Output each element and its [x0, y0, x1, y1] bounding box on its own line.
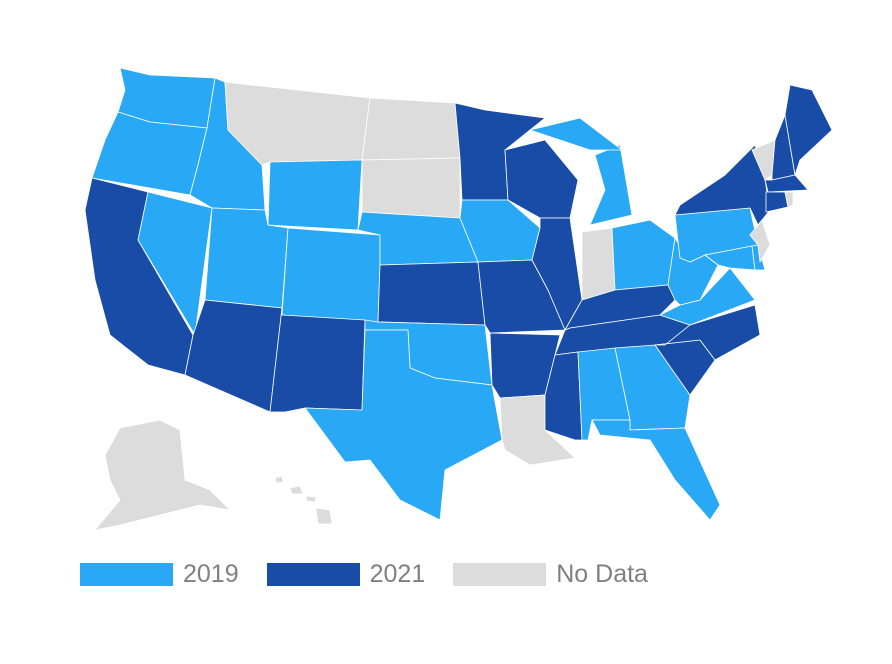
state-shape[interactable]: [361, 97, 461, 161]
legend-label: No Data: [556, 560, 648, 588]
state-shape[interactable]: [184, 299, 283, 413]
state-new-mexico[interactable]: New Mexico: [269, 307, 366, 413]
state-shape[interactable]: [654, 304, 761, 361]
state-shape[interactable]: [315, 507, 333, 525]
state-shape[interactable]: [589, 144, 633, 226]
state-shape[interactable]: [361, 157, 461, 219]
legend-swatch-no-data: [453, 563, 547, 586]
state-ohio[interactable]: Ohio: [611, 219, 676, 291]
legend-item-2021[interactable]: 2021: [266, 560, 426, 589]
state-florida[interactable]: Florida: [591, 419, 721, 521]
state-illinois[interactable]: Illinois: [531, 217, 583, 331]
state-massachusetts[interactable]: Massachusetts: [764, 174, 809, 193]
state-shape[interactable]: [764, 174, 809, 193]
state-rhode-island[interactable]: Rhode Island: [784, 191, 794, 208]
state-hawaii[interactable]: Hawaii: [274, 475, 333, 525]
legend: 2019 2021 No Data: [80, 560, 676, 589]
state-shape[interactable]: [304, 329, 503, 521]
legend-item-no-data[interactable]: No Data: [453, 560, 648, 589]
state-north-dakota[interactable]: North Dakota: [361, 97, 461, 161]
legend-label: 2019: [183, 560, 239, 588]
state-shape[interactable]: [289, 485, 304, 495]
state-new-jersey[interactable]: New Jersey: [749, 219, 771, 263]
state-alaska[interactable]: Alaska: [94, 419, 231, 531]
state-shape[interactable]: [267, 159, 363, 231]
state-shape[interactable]: [305, 495, 317, 503]
legend-swatch-2021: [266, 563, 360, 586]
state-shape[interactable]: [94, 419, 231, 531]
state-shape[interactable]: [611, 219, 676, 291]
state-kansas[interactable]: Kansas: [377, 261, 486, 326]
state-shape[interactable]: [531, 217, 583, 331]
state-wisconsin[interactable]: Wisconsin: [504, 139, 579, 219]
state-shape[interactable]: [749, 219, 771, 263]
legend-item-2019[interactable]: 2019: [80, 560, 239, 589]
state-shape[interactable]: [189, 77, 266, 211]
state-shape[interactable]: [591, 419, 721, 521]
state-wyoming[interactable]: Wyoming: [267, 159, 363, 231]
state-connecticut[interactable]: Connecticut: [765, 191, 789, 213]
state-michigan[interactable]: Michigan: [529, 117, 633, 226]
state-delaware[interactable]: Delaware: [751, 244, 766, 271]
state-texas[interactable]: Texas: [304, 329, 503, 521]
state-colorado[interactable]: Colorado: [281, 227, 381, 323]
legend-label: 2021: [369, 560, 426, 588]
state-shape[interactable]: [504, 139, 579, 219]
state-shape[interactable]: [581, 227, 616, 301]
state-south-dakota[interactable]: South Dakota: [361, 157, 461, 219]
state-shape[interactable]: [281, 227, 381, 323]
state-shape[interactable]: [274, 475, 284, 484]
state-shape[interactable]: [784, 191, 794, 208]
legend-swatch-2019: [80, 563, 173, 586]
state-arizona[interactable]: Arizona: [184, 299, 283, 413]
state-shape[interactable]: [269, 307, 366, 413]
state-shape[interactable]: [529, 117, 623, 151]
state-shape[interactable]: [704, 245, 756, 271]
state-shape[interactable]: [765, 191, 789, 213]
state-shape[interactable]: [751, 244, 766, 271]
state-idaho[interactable]: Idaho: [189, 77, 266, 211]
state-shape[interactable]: [377, 261, 486, 326]
state-north-carolina[interactable]: North Carolina: [654, 304, 761, 361]
state-maryland[interactable]: Maryland: [704, 245, 756, 271]
state-indiana[interactable]: Indiana: [581, 227, 616, 301]
